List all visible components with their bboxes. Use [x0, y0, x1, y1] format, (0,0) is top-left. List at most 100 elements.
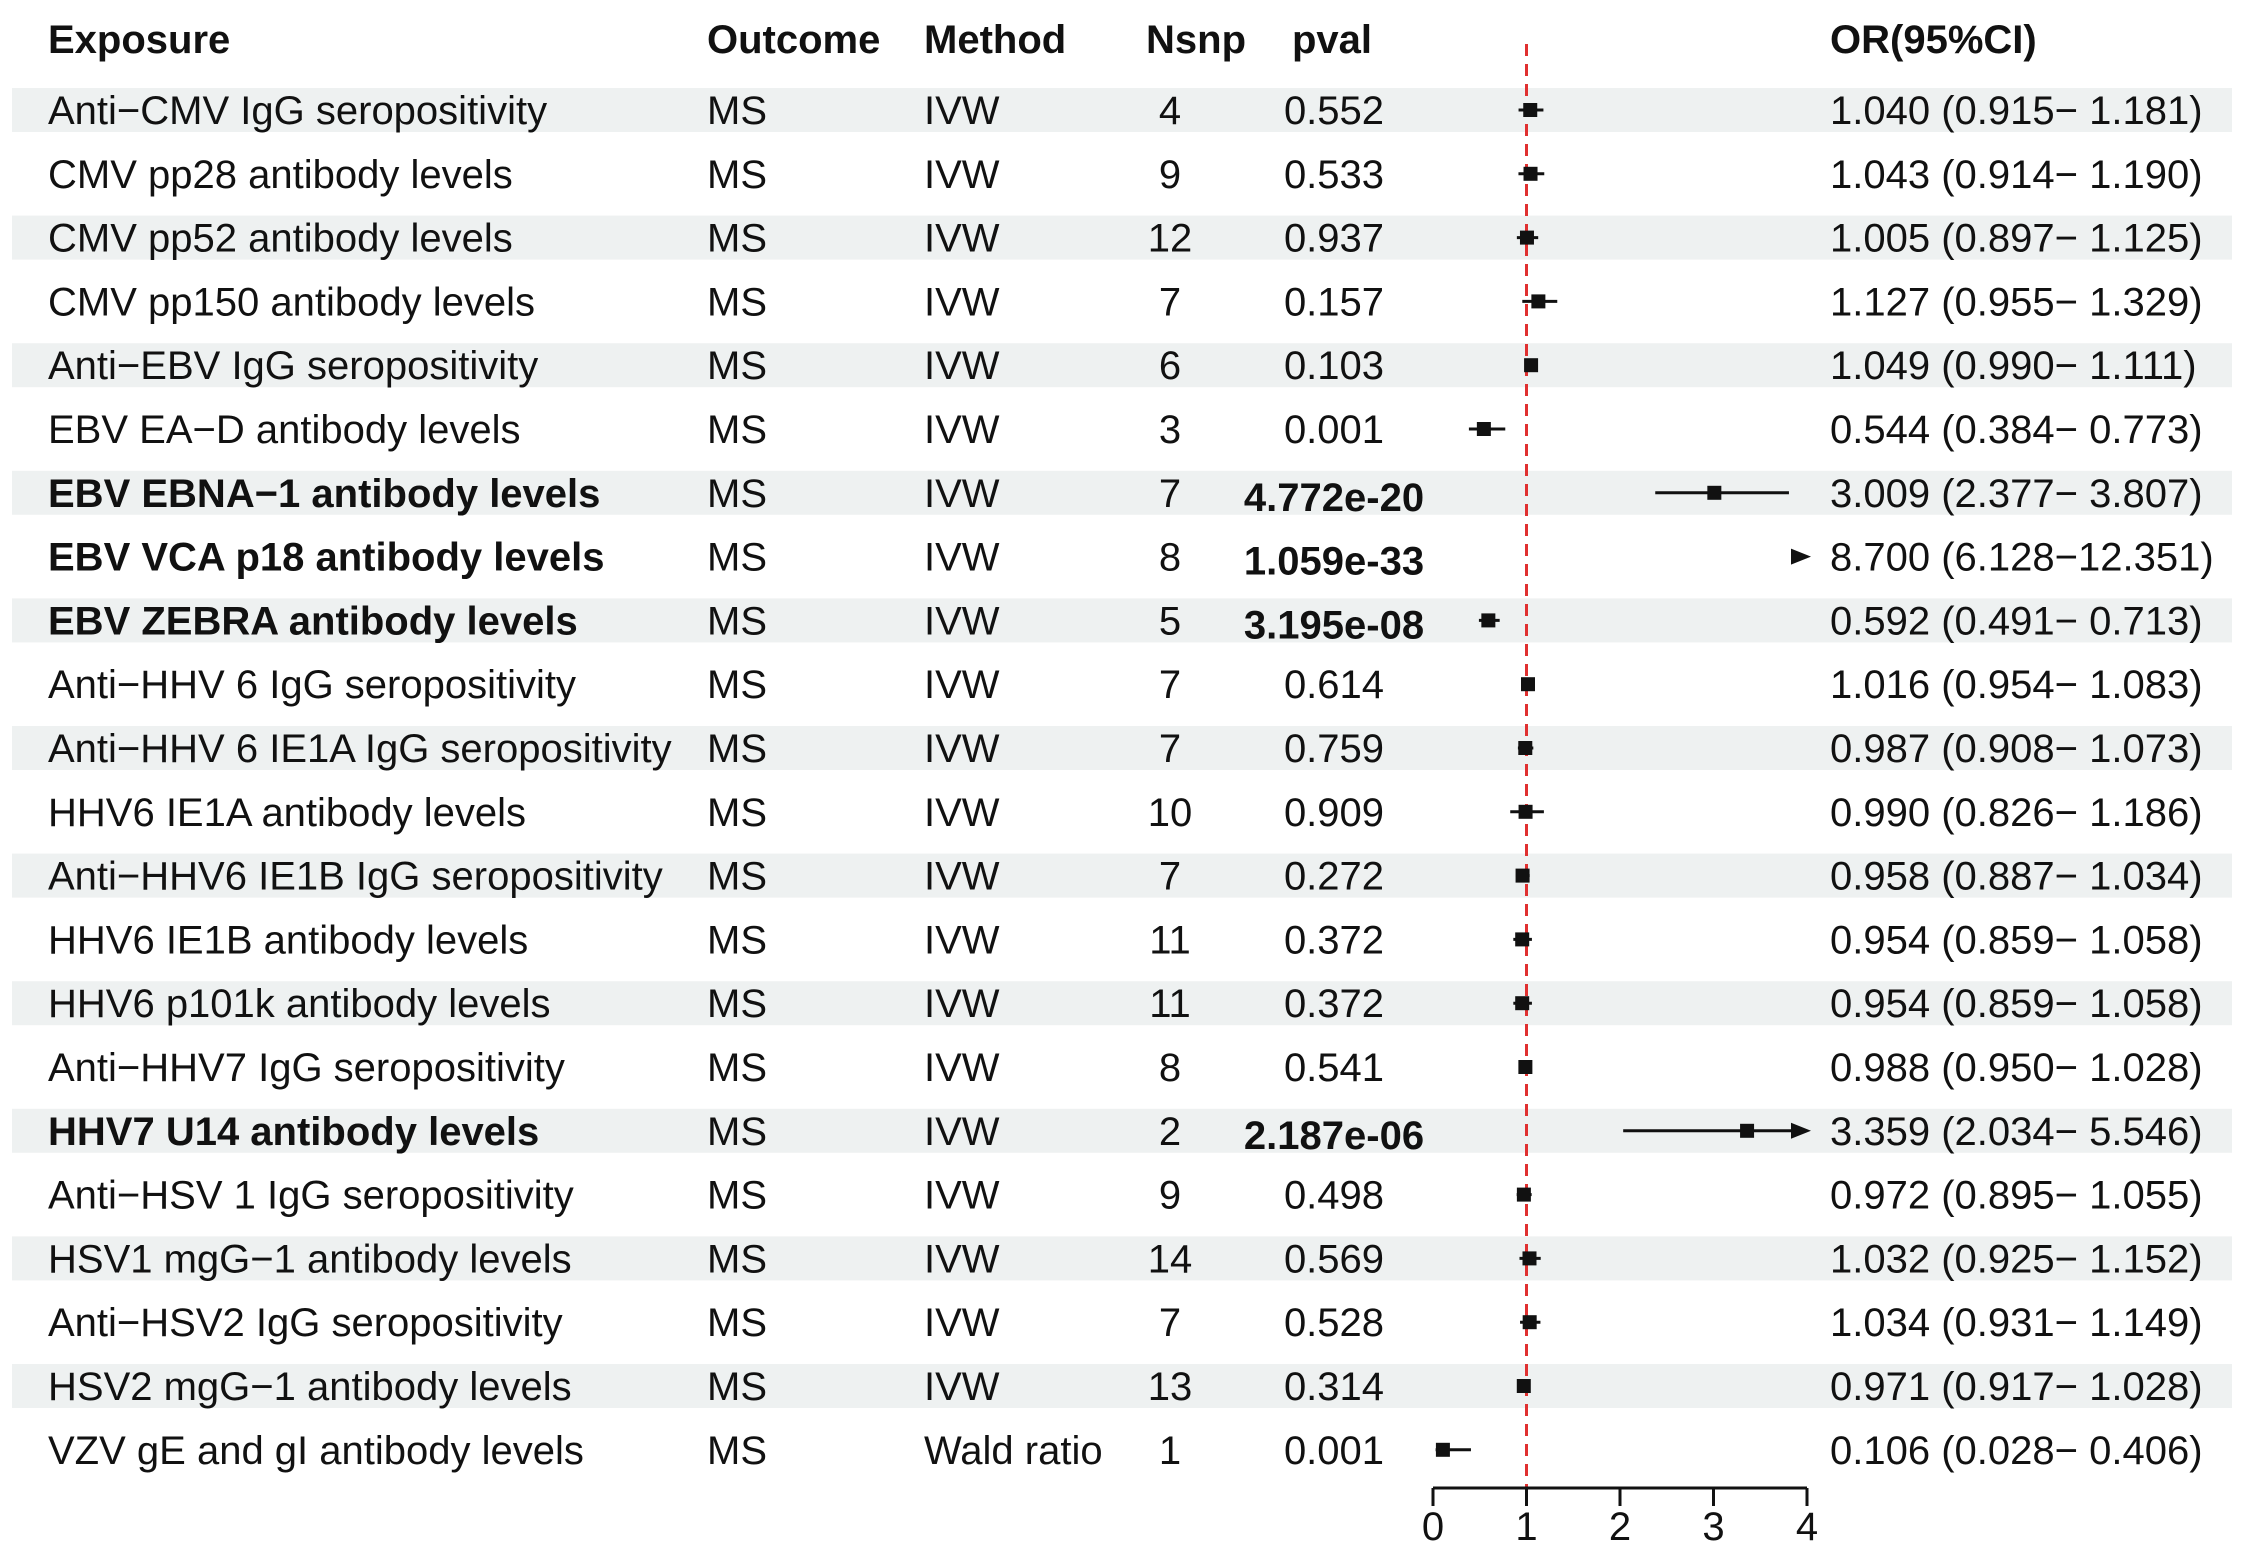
ci-mark — [1513, 996, 1532, 1011]
or-ci-label: 1.034 (0.931− 1.149) — [1830, 1301, 2203, 1345]
pval-value: 0.372 — [1284, 918, 1384, 962]
nsnp-value: 7 — [1159, 472, 1181, 516]
table-row: Anti−HHV7 IgG seropositivity MS IVW 8 0.541 0… — [48, 1046, 2203, 1090]
exposure-label: CMV pp150 antibody levels — [48, 280, 535, 324]
row-stripe — [12, 215, 2232, 260]
pval-value: 0.001 — [1284, 1429, 1384, 1473]
outcome-label: MS — [707, 1110, 767, 1154]
nsnp-value: 8 — [1159, 1046, 1181, 1090]
table-row: Anti−HHV 6 IE1A IgG seropositivity MS IVW 7… — [48, 727, 2203, 771]
point-estimate — [1740, 1123, 1755, 1138]
column-headers: Exposure Outcome Method Nsnp pval OR(95%… — [48, 18, 2037, 62]
exposure-label: CMV pp52 antibody levels — [48, 217, 513, 261]
ci-mark — [1515, 868, 1530, 883]
exposure-label: Anti−HHV7 IgG seropositivity — [48, 1046, 565, 1090]
method-label: IVW — [924, 663, 1000, 707]
header-pval: pval — [1292, 18, 1372, 62]
or-ci-label: 0.544 (0.384− 0.773) — [1830, 408, 2203, 452]
ci-mark — [1520, 1315, 1541, 1330]
exposure-label: VZV gE and gI antibody levels — [48, 1429, 584, 1473]
row-stripe — [12, 853, 2232, 898]
point-estimate — [1522, 1315, 1537, 1330]
method-label: IVW — [924, 1301, 1000, 1345]
table-row: HSV1 mgG−1 antibody levels MS IVW 14 0.569 1.… — [48, 1237, 2203, 1281]
x-tick-label: 2 — [1609, 1505, 1631, 1548]
method-label: Wald ratio — [924, 1429, 1103, 1473]
pval-value: 0.569 — [1284, 1237, 1384, 1281]
ci-mark — [1510, 804, 1544, 819]
ci-mark — [1520, 677, 1535, 692]
exposure-label: HSV2 mgG−1 antibody levels — [48, 1365, 572, 1409]
method-label: IVW — [924, 1046, 1000, 1090]
outcome-label: MS — [707, 1429, 767, 1473]
nsnp-value: 11 — [1149, 918, 1191, 962]
outcome-label: MS — [707, 663, 767, 707]
or-ci-label: 3.359 (2.034− 5.546) — [1830, 1110, 2203, 1154]
pval-value: 0.103 — [1284, 344, 1384, 388]
or-ci-label: 0.106 (0.028− 0.406) — [1830, 1429, 2203, 1473]
nsnp-value: 11 — [1149, 982, 1191, 1026]
outcome-label: MS — [707, 536, 767, 580]
table-row: HHV6 IE1A antibody levels MS IVW 10 0.909 0.9… — [48, 791, 2203, 835]
pval-value: 1.059e-33 — [1244, 540, 1424, 584]
table-row: CMV pp150 antibody levels MS IVW 7 0.157 1.12… — [48, 280, 2203, 324]
point-estimate — [1518, 804, 1533, 819]
ci-mark — [1516, 1379, 1531, 1393]
point-estimate — [1481, 613, 1496, 628]
method-label: IVW — [924, 1174, 1000, 1218]
method-label: IVW — [924, 1237, 1000, 1281]
point-estimate — [1531, 294, 1546, 309]
pval-value: 0.314 — [1284, 1365, 1384, 1409]
ci-mark — [1524, 358, 1539, 373]
point-estimate — [1435, 1442, 1450, 1457]
exposure-label: Anti−HSV2 IgG seropositivity — [48, 1301, 563, 1345]
ci-mark — [1516, 1187, 1532, 1202]
point-estimate — [1523, 103, 1538, 117]
header-outcome: Outcome — [707, 18, 880, 62]
exposure-label: EBV ZEBRA antibody levels — [48, 599, 578, 643]
method-label: IVW — [924, 153, 1000, 197]
method-label: IVW — [924, 727, 1000, 771]
or-ci-label: 1.043 (0.914− 1.190) — [1830, 153, 2203, 197]
point-estimate — [1523, 166, 1538, 181]
table-row: EBV ZEBRA antibody levels MS IVW 5 3.195e-08… — [48, 599, 2203, 647]
pval-value: 0.001 — [1284, 408, 1384, 452]
method-label: IVW — [924, 280, 1000, 324]
method-label: IVW — [924, 1365, 1000, 1409]
x-tick-label: 1 — [1515, 1505, 1537, 1548]
row-stripe — [12, 726, 2232, 770]
or-ci-label: 1.005 (0.897− 1.125) — [1830, 217, 2203, 261]
outcome-label: MS — [707, 727, 767, 771]
pval-value: 4.772e-20 — [1244, 476, 1424, 520]
pval-value: 0.541 — [1284, 1046, 1384, 1090]
exposure-label: Anti−HHV6 IE1B IgG seropositivity — [48, 855, 663, 899]
exposure-label: EBV EBNA−1 antibody levels — [48, 472, 600, 516]
or-ci-label: 1.049 (0.990− 1.111) — [1830, 344, 2197, 388]
point-estimate — [1518, 1060, 1533, 1074]
pval-value: 0.498 — [1284, 1174, 1384, 1218]
pval-value: 0.272 — [1284, 855, 1384, 899]
point-estimate — [1515, 932, 1530, 947]
exposure-label: HHV6 p101k antibody levels — [48, 982, 551, 1026]
x-tick-label: 0 — [1422, 1505, 1444, 1548]
table-rows: Anti−CMV IgG seropositivity MS IVW 4 0.552 1.… — [48, 89, 2214, 1473]
exposure-label: Anti−CMV IgG seropositivity — [48, 89, 547, 133]
nsnp-value: 7 — [1159, 1301, 1181, 1345]
method-label: IVW — [924, 472, 1000, 516]
ci-arrow — [1791, 548, 1811, 565]
or-ci-label: 0.972 (0.895− 1.055) — [1830, 1174, 2203, 1218]
outcome-label: MS — [707, 1174, 767, 1218]
ci-mark — [1468, 422, 1506, 436]
table-row: Anti−HSV2 IgG seropositivity MS IVW 7 0.528 1… — [48, 1301, 2203, 1345]
outcome-label: MS — [707, 1365, 767, 1409]
ci-mark — [1519, 1251, 1541, 1266]
nsnp-value: 7 — [1159, 280, 1181, 324]
row-stripe — [12, 1236, 2232, 1281]
outcome-label: MS — [707, 1301, 767, 1345]
exposure-label: EBV EA−D antibody levels — [48, 408, 520, 452]
x-axis: 0 1 2 3 4 — [1422, 1486, 1818, 1548]
point-estimate — [1707, 485, 1722, 500]
point-estimate — [1519, 230, 1534, 245]
ci-mark — [1623, 1122, 1811, 1139]
nsnp-value: 5 — [1159, 599, 1181, 643]
